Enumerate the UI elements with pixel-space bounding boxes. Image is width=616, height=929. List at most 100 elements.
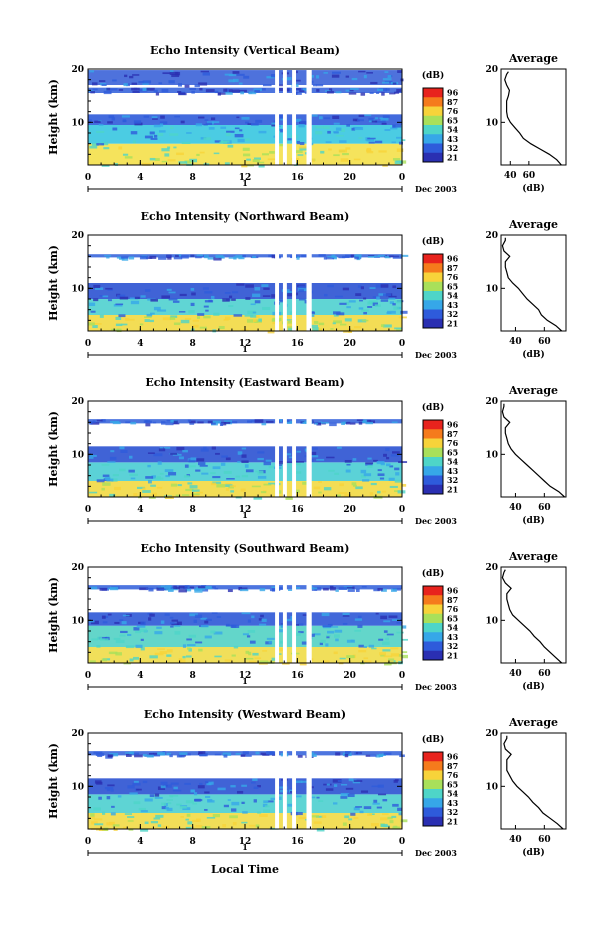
echo-cell (389, 465, 394, 468)
average-x-tick-label: 40 (509, 503, 522, 513)
echo-cell (115, 639, 125, 644)
y-axis-label: Height (km) (47, 245, 60, 321)
echo-cell (261, 423, 267, 426)
echo-cell (169, 70, 174, 73)
colorbar-swatch (423, 106, 443, 117)
echo-cell (215, 452, 220, 455)
echo-cell (325, 643, 329, 647)
colorbar-unit: (dB) (422, 734, 444, 745)
echo-cell (166, 649, 173, 653)
echo-cell (221, 455, 229, 458)
echo-cell (380, 817, 388, 821)
echo-cell (238, 587, 248, 590)
echo-cell (108, 651, 118, 655)
echo-cell (109, 456, 117, 460)
echo-cell (246, 635, 251, 638)
x-tick-label: 0 (85, 671, 91, 681)
echo-cell (259, 623, 267, 626)
echo-cell (271, 254, 278, 259)
echo-cell (161, 160, 168, 163)
echo-cell (385, 637, 390, 641)
echo-cell (213, 152, 220, 155)
echo-cell (173, 786, 178, 790)
echo-cell (396, 328, 402, 332)
colorbar-swatch (423, 807, 443, 818)
echo-cell (200, 625, 209, 628)
echo-cell (379, 477, 385, 480)
echo-cell (390, 653, 400, 657)
echo-cell (347, 589, 355, 592)
echo-cell (369, 754, 377, 757)
echo-cell (340, 792, 350, 797)
echo-cell (195, 255, 202, 259)
echo-cell (268, 465, 274, 469)
echo-cell (89, 145, 98, 149)
echo-cell (294, 632, 301, 636)
x-tick-label: 0 (399, 339, 405, 349)
echo-cell (223, 804, 229, 808)
echo-cell (249, 640, 256, 644)
echo-cell (112, 824, 120, 827)
echo-cell (367, 419, 372, 423)
echo-cell (318, 254, 326, 257)
average-profile-line (501, 403, 566, 498)
echo-cell (242, 751, 249, 755)
echo-cell (235, 475, 241, 478)
echo-cell (144, 289, 151, 292)
echo-cell (90, 813, 95, 817)
echo-cell (320, 639, 326, 643)
echo-cell (292, 118, 302, 122)
echo-cell (382, 164, 388, 167)
echo-cell (255, 751, 260, 755)
echo-cell (89, 620, 95, 623)
average-y-tick-label: 10 (485, 284, 498, 294)
average-x-tick-label: 40 (504, 171, 517, 181)
y-tick-label: 20 (71, 231, 84, 241)
x-tick-label: 4 (137, 173, 143, 183)
day-label: 1 (242, 676, 248, 686)
echo-cell (367, 306, 373, 308)
echo-cell (163, 784, 172, 788)
echo-cell (187, 647, 191, 650)
echo-cell (195, 123, 203, 127)
echo-cell (213, 257, 222, 261)
echo-cell (394, 479, 402, 483)
echo-cell (338, 492, 348, 494)
echo-cell (107, 754, 114, 758)
echo-cell (385, 463, 391, 467)
y-tick-label: 20 (71, 563, 84, 573)
echo-cell (203, 305, 209, 308)
echo-cell (241, 447, 247, 450)
echo-cell (248, 824, 256, 827)
echo-cell (293, 79, 301, 82)
echo-cell (254, 89, 260, 93)
echo-cell (157, 824, 162, 827)
echo-cell (370, 81, 378, 85)
echo-cell (240, 754, 246, 757)
echo-cell (242, 147, 250, 151)
echo-cell (286, 88, 290, 92)
echo-cell (381, 92, 385, 96)
echo-cell (182, 807, 191, 811)
echo-cell (293, 150, 303, 154)
echo-cell (350, 639, 354, 642)
colorbar-unit: (dB) (422, 568, 444, 579)
echo-cell (198, 648, 203, 652)
echo-cell (375, 284, 382, 288)
echo-cell (185, 818, 190, 821)
echo-cell (102, 141, 109, 146)
echo-cell (262, 295, 271, 297)
echo-cell (334, 472, 340, 475)
echo-cell (142, 80, 152, 84)
colorbar-label: 87 (447, 429, 458, 439)
echo-cell (345, 147, 351, 150)
echo-cell (230, 490, 235, 493)
echo-cell (193, 494, 200, 497)
echo-cell (345, 469, 351, 473)
echo-cell (231, 291, 239, 294)
echo-cell (354, 127, 364, 131)
echo-cell (214, 140, 221, 143)
colorbar-swatch (423, 752, 443, 762)
echo-cell (106, 796, 111, 800)
echo-cell (360, 286, 364, 290)
